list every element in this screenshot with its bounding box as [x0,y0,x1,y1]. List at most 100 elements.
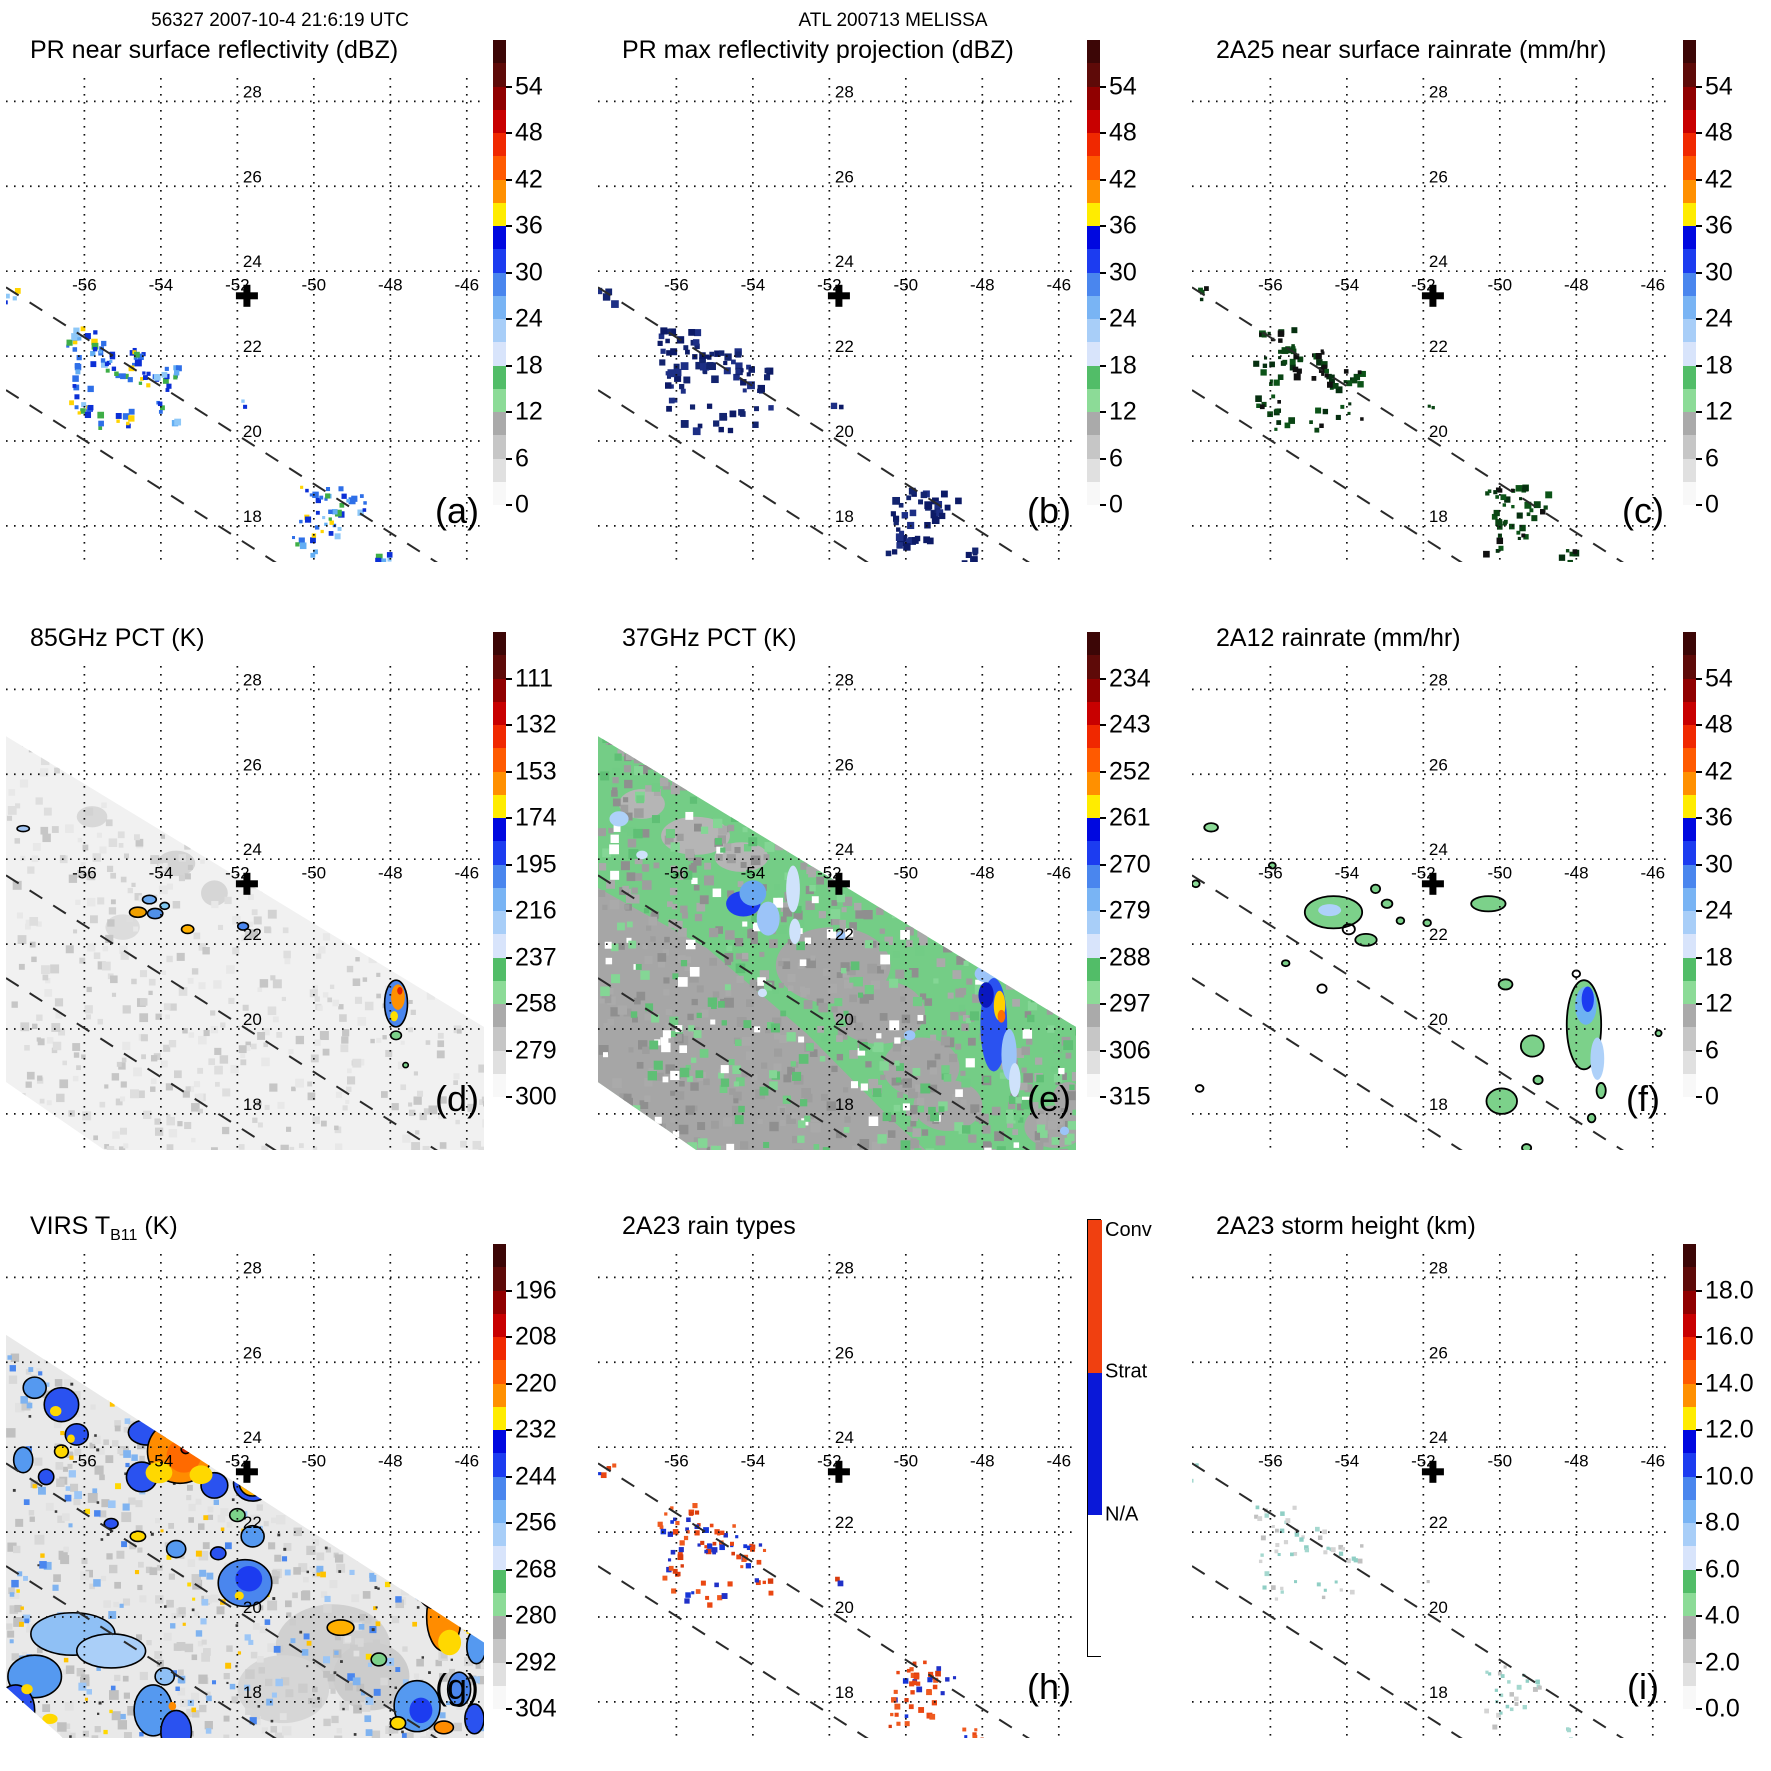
lon-tick-label: -50 [894,276,919,295]
colorbar-segment [1087,1050,1100,1074]
panel-letter: (c) [1622,490,1664,531]
colorbar-segment [1683,1337,1696,1361]
latlon-grid [6,666,484,1150]
storm-center-cross [1421,284,1444,307]
colorbar-label: 196 [515,1276,557,1304]
colorbar-segment [493,1546,506,1570]
colorbar-bar [1087,632,1100,1097]
lat-tick-label: 20 [835,1598,854,1617]
colorbar-label: 6 [515,444,529,472]
colorbar-label: 216 [515,896,557,925]
panel-title-i: 2A23 storm height (km) [1216,1212,1476,1240]
storm-center-cross [827,284,850,307]
lat-tick-label: 28 [243,1258,262,1277]
lat-tick-label: 22 [1429,1513,1448,1532]
lon-tick-label: -54 [149,1452,174,1471]
colorbar-tick [506,85,512,88]
lat-tick-label: 26 [243,1343,262,1362]
lat-tick-label: 24 [243,1428,262,1447]
lat-tick-label: 24 [1429,252,1448,271]
lon-tick-label: -46 [1047,1452,1072,1471]
lat-tick-label: 28 [1429,1258,1448,1277]
colorbar-bar [493,40,506,505]
colorbar-label: 0 [1109,490,1123,519]
colorbar-segment [1087,887,1100,911]
lat-tick-label: 18 [1429,507,1448,526]
colorbar-segment [493,226,506,250]
colorbar-label: 16.0 [1705,1322,1754,1351]
colorbar-bar [1087,40,1100,505]
colorbar-segment [1087,748,1100,772]
colorbar-tick [506,457,512,460]
colorbar-tick [506,1003,512,1005]
lat-tick-label: 28 [1429,670,1448,689]
colorbar-segment [1683,1244,1696,1268]
colorbar-label: 48 [515,118,543,147]
colorbar-segment [1683,226,1696,250]
colorbar-segment [1683,133,1696,157]
colorbar-segment [1683,435,1696,459]
colorbar-segment [1683,1453,1696,1477]
title-subscript: B11 [110,1227,138,1244]
colorbar-segment [493,701,506,725]
colorbar-tick [1696,364,1702,367]
pr-swath-edge-lines [1192,1462,1624,1738]
colorbar-label: 234 [1109,664,1151,692]
colorbar-bar [493,1244,506,1709]
colorbar-segment [1087,1027,1100,1051]
colorbar-tick [1100,677,1106,680]
colorbar-label: 18 [1705,943,1733,971]
lon-tick-label: -54 [741,276,766,295]
raster-layer [6,1334,484,1738]
colorbar-segment [493,342,506,366]
colorbar-segment [493,481,506,505]
echo-pixels-layer [598,1463,984,1738]
colorbar-label: 0.0 [1705,1694,1740,1723]
lat-tick-label: 18 [835,1095,854,1114]
colorbar-segment [493,1290,506,1314]
colorbar-segment [493,725,506,749]
lat-tick-label: 18 [1429,1095,1448,1114]
colorbar-segment [493,319,506,343]
colorbar-segment [493,1476,506,1500]
colorbar-segment [493,272,506,296]
colorbar-segment [1683,365,1696,389]
colorbar-segment [493,632,506,656]
colorbar-bar [1683,632,1696,1097]
colorbar-tick [1100,956,1106,959]
colorbar-segment [1683,1546,1696,1570]
colorbar-label: 12 [1705,397,1733,426]
colorbar-tick [1696,1522,1702,1524]
lon-tick-label: -56 [1258,1452,1283,1471]
colorbar-tick [506,1429,512,1431]
colorbar-label: 6 [1705,444,1719,472]
colorbar-segment [1683,934,1696,958]
colorbar-segment [493,1639,506,1663]
lon-tick-label: -50 [1488,864,1513,883]
colorbar-tick [506,1708,512,1710]
colorbar-label: 30 [1109,258,1137,286]
colorbar-segment [1087,864,1100,888]
colorbar-tick [1100,457,1106,460]
colorbar-segment [1683,109,1696,133]
lon-tick-label: -56 [1258,864,1283,883]
colorbar-segment [493,841,506,865]
lon-tick-label: -56 [664,276,689,295]
lat-tick-label: 22 [835,337,854,356]
colorbar-tick [1100,364,1106,367]
colorbar-segment [493,748,506,772]
panel-letter: (b) [1027,490,1071,531]
lat-tick-label: 28 [835,1258,854,1277]
lon-tick-label: -46 [1047,276,1072,295]
colorbar-tick [506,225,512,227]
colorbar-segment [1683,1616,1696,1640]
pr-swath-edge-lines [6,1462,438,1738]
colorbar-tick [506,132,512,134]
colorbar-segment [493,818,506,842]
panel-title-a: PR near surface reflectivity (dBZ) [30,36,399,64]
colorbar-segment [493,63,506,87]
colorbar-segment [1683,864,1696,888]
colorbar-label: 18 [1109,351,1137,379]
colorbar-segment [1683,86,1696,110]
